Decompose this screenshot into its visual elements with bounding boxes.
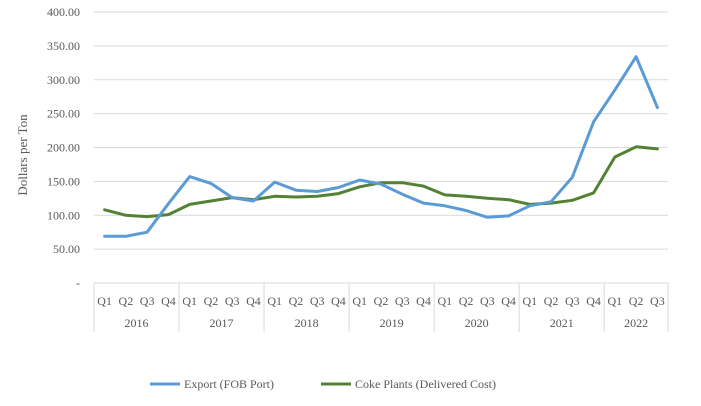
legend: Export (FOB Port) Coke Plants (Delivered … <box>150 377 496 391</box>
x-tick-label: Q1 <box>352 294 367 308</box>
x-tick-label: Q2 <box>374 294 389 308</box>
year-label: 2016 <box>125 316 149 330</box>
year-label: 2017 <box>210 316 234 330</box>
y-tick-label: 250.00 <box>47 107 80 121</box>
x-tick-label: Q4 <box>246 294 261 308</box>
x-tick-label: Q1 <box>182 294 197 308</box>
y-tick-label: 100.00 <box>47 208 80 222</box>
x-tick-label: Q4 <box>586 294 601 308</box>
year-label: 2022 <box>624 316 648 330</box>
series-lines <box>103 55 659 238</box>
x-tick-label: Q1 <box>608 294 623 308</box>
x-axis: Q1 Q2 Q3 Q4 Q1 Q2 Q3 Q4 Q1 Q2 Q3 Q4 Q1 Q2 Q3 Q4 Q1 Q2 Q3 Q4… <box>93 282 669 332</box>
year-label: 2020 <box>465 316 489 330</box>
x-tick-label: Q2 <box>544 294 559 308</box>
series-line-export-fob-port <box>103 55 659 238</box>
y-axis-ticks: - 50.00 100.00 150.00 200.00 250.00 300.00 350.… <box>47 5 80 290</box>
y-axis-label: Dollars per Ton <box>15 114 30 196</box>
y-tick-label: 50.00 <box>53 242 80 256</box>
y-tick-label: 300.00 <box>47 73 80 87</box>
x-tick-label: Q3 <box>310 294 325 308</box>
x-tick-label: Q3 <box>225 294 240 308</box>
x-tick-label: Q4 <box>501 294 516 308</box>
x-tick-label: Q1 <box>97 294 112 308</box>
y-tick-label: - <box>76 276 80 290</box>
year-label: 2019 <box>380 316 404 330</box>
x-tick-label: Q1 <box>267 294 282 308</box>
x-tick-label: Q4 <box>161 294 176 308</box>
x-tick-label: Q3 <box>140 294 155 308</box>
x-tick-label: Q2 <box>119 294 134 308</box>
y-tick-label: 350.00 <box>47 39 80 53</box>
x-tick-label: Q3 <box>395 294 410 308</box>
y-tick-label: 150.00 <box>47 174 80 188</box>
x-tick-label: Q2 <box>204 294 219 308</box>
y-tick-label: 200.00 <box>47 141 80 155</box>
x-tick-label: Q1 <box>522 294 537 308</box>
legend-label: Coke Plants (Delivered Cost) <box>355 377 496 391</box>
x-tick-label: Q2 <box>289 294 304 308</box>
x-tick-label: Q4 <box>416 294 431 308</box>
year-label: 2018 <box>295 316 319 330</box>
x-tick-label: Q3 <box>480 294 495 308</box>
x-tick-label: Q1 <box>437 294 452 308</box>
x-tick-label: Q3 <box>650 294 665 308</box>
x-tick-label: Q4 <box>331 294 346 308</box>
x-tick-label: Q3 <box>565 294 580 308</box>
y-tick-label: 400.00 <box>47 5 80 19</box>
x-tick-label: Q2 <box>629 294 644 308</box>
legend-label: Export (FOB Port) <box>184 377 274 391</box>
x-tick-label: Q2 <box>459 294 474 308</box>
year-label: 2021 <box>550 316 574 330</box>
gridlines <box>94 11 668 250</box>
